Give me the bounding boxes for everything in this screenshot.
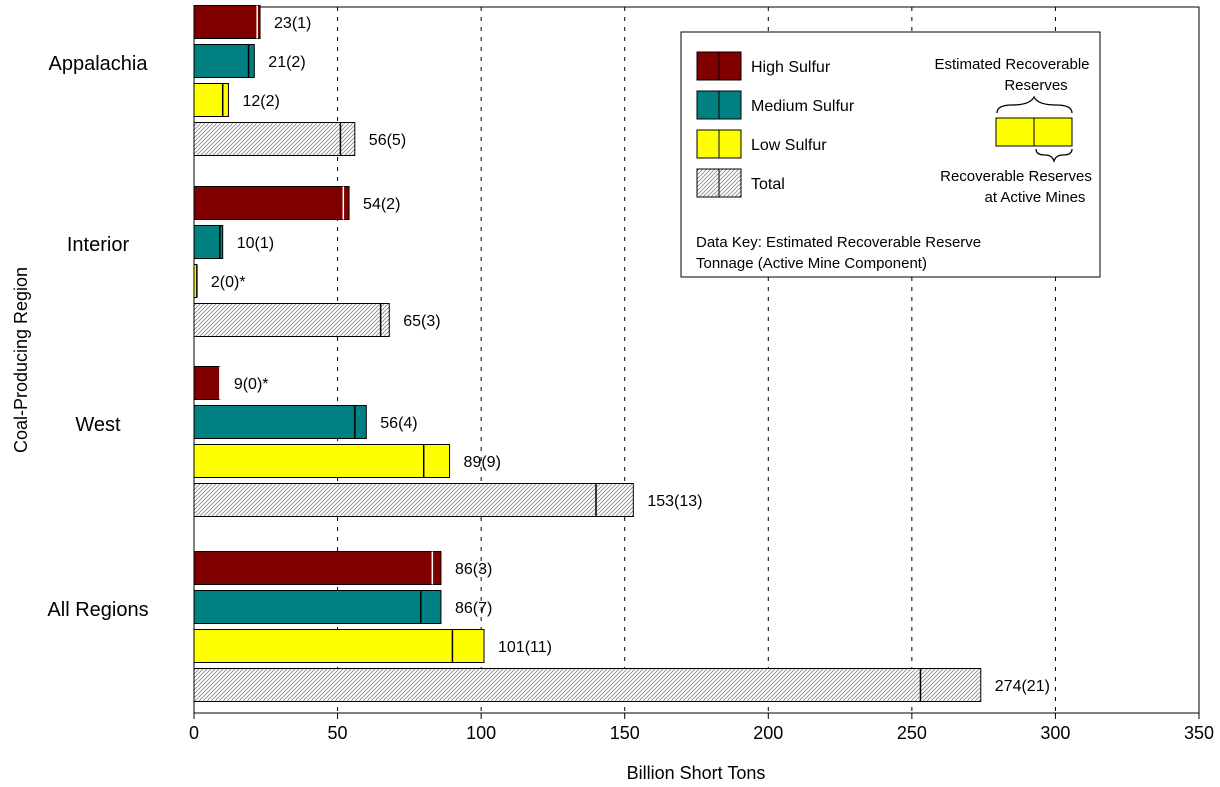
- bar-medium-sulfur-interior: [193, 225, 224, 259]
- bar-medium-sulfur-west: [193, 405, 367, 439]
- bar-label-total-appalachia: 56(5): [369, 132, 406, 149]
- x-tick-label: 100: [466, 723, 496, 743]
- region-label-appalachia: Appalachia: [49, 53, 149, 75]
- key-bottom-label-line-1: Recoverable Reserves: [940, 168, 1092, 185]
- bar-medium-sulfur-appalachia: [193, 44, 255, 78]
- bar-label-medium-sulfur-all-regions: 86(7): [455, 600, 492, 617]
- bar-medium-sulfur-all-regions: [193, 590, 442, 624]
- bar-label-medium-sulfur-appalachia: 21(2): [268, 54, 305, 71]
- key-top-label-line-1: Estimated Recoverable: [934, 56, 1089, 73]
- legend-label-medium-sulfur: Medium Sulfur: [751, 98, 855, 115]
- bar-total-appalachia: [193, 122, 356, 156]
- legend-label-total: Total: [751, 176, 785, 193]
- x-axis-ticks: 0 50 100 150 200 250 300 350: [189, 713, 1214, 743]
- region-label-all-regions: All Regions: [47, 599, 148, 621]
- grid-lines: [337, 7, 1056, 713]
- x-axis-title: Billion Short Tons: [627, 763, 766, 783]
- bars-group: [193, 5, 982, 702]
- legend-label-low-sulfur: Low Sulfur: [751, 137, 827, 154]
- bar-label-low-sulfur-west: 89(9): [464, 454, 501, 471]
- key-bottom-label-line-2: at Active Mines: [985, 189, 1086, 206]
- bar-label-high-sulfur-west: 9(0)*: [234, 376, 269, 393]
- x-tick-label: 50: [328, 723, 348, 743]
- legend-box: [680, 31, 1101, 278]
- x-tick-label: 0: [189, 723, 199, 743]
- bar-label-high-sulfur-appalachia: 23(1): [274, 15, 311, 32]
- bar-label-total-all-regions: 274(21): [995, 678, 1050, 695]
- bar-label-total-interior: 65(3): [403, 313, 440, 330]
- bar-low-sulfur-all-regions: [193, 629, 485, 663]
- legend: High Sulfur Medium Sulfur Low Sulfur Tot…: [680, 31, 1101, 278]
- bar-high-sulfur-appalachia: [193, 5, 261, 39]
- x-tick-label: 150: [610, 723, 640, 743]
- key-top-brace-icon: [996, 95, 1073, 114]
- x-tick-label: 200: [753, 723, 783, 743]
- data-key-line-2: Tonnage (Active Mine Component): [696, 255, 927, 272]
- key-bottom-brace-icon: [1035, 148, 1073, 164]
- bar-label-low-sulfur-all-regions: 101(11): [498, 639, 552, 656]
- bar-label-high-sulfur-interior: 54(2): [363, 196, 400, 213]
- key-top-label-line-2: Reserves: [1004, 77, 1067, 94]
- bar-total-west: [193, 483, 634, 517]
- bar-high-sulfur-all-regions: [193, 551, 442, 585]
- bar-low-sulfur-west: [193, 444, 451, 478]
- bar-label-medium-sulfur-interior: 10(1): [237, 235, 274, 252]
- bar-high-sulfur-interior: [193, 186, 350, 220]
- x-tick-label: 250: [897, 723, 927, 743]
- bar-label-medium-sulfur-west: 56(4): [380, 415, 417, 432]
- x-tick-label: 350: [1184, 723, 1214, 743]
- region-label-interior: Interior: [67, 234, 130, 256]
- bar-high-sulfur-west: [193, 366, 221, 400]
- region-labels-group: Appalachia Interior West All Regions: [47, 53, 148, 621]
- data-key-line-1: Data Key: Estimated Recoverable Reserve: [696, 234, 981, 251]
- bar-label-low-sulfur-interior: 2(0)*: [211, 274, 246, 291]
- bar-label-total-west: 153(13): [647, 493, 702, 510]
- bar-total-interior: [193, 303, 390, 337]
- bar-label-low-sulfur-appalachia: 12(2): [242, 93, 279, 110]
- bar-label-high-sulfur-all-regions: 86(3): [455, 561, 492, 578]
- bar-total-all-regions: [193, 668, 982, 702]
- y-axis-title: Coal-Producing Region: [11, 267, 31, 453]
- x-tick-label: 300: [1040, 723, 1070, 743]
- legend-label-high-sulfur: High Sulfur: [751, 59, 831, 76]
- bar-labels-group: 23(1) 21(2) 12(2) 56(5) 54(2) 10(1) 2(0)* 65(3)…: [211, 15, 1050, 695]
- region-label-west: West: [75, 414, 121, 436]
